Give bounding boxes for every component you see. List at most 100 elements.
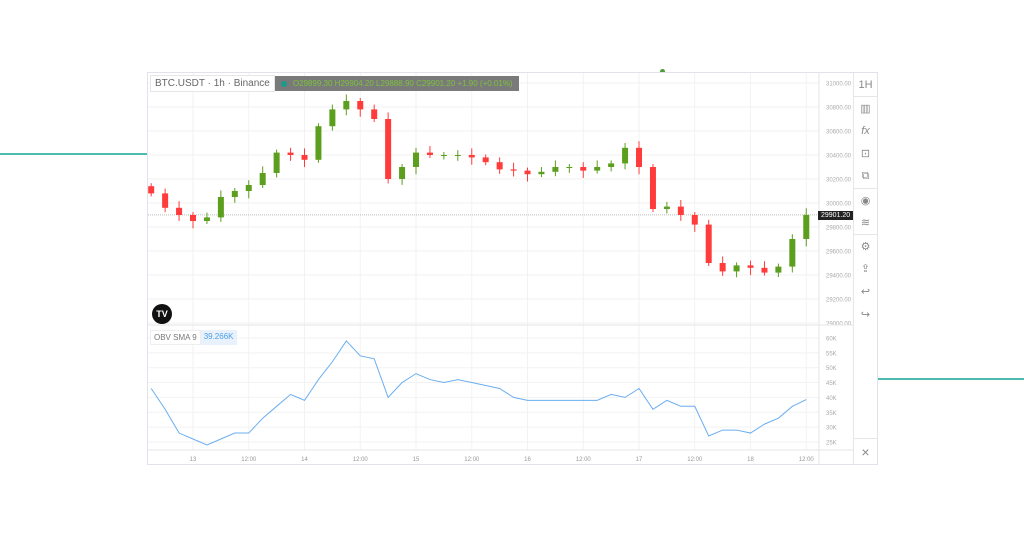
candle-up [594,167,601,171]
candle-down [496,162,503,170]
chart-canvas[interactable]: 31000.00 30800.00 30600.00 30400.00 30200.00… [148,73,853,464]
candle-up [622,147,629,164]
share-icon[interactable]: ⇪ [860,263,871,275]
obv-tick-label: 40K [826,396,837,402]
candle-down [482,157,489,163]
tradingview-chart[interactable]: 31000.00 30800.00 30600.00 30400.00 30200.00… [147,72,878,465]
compare-icon[interactable]: ⧉ [861,170,870,182]
candle-up [663,206,670,209]
price-tick-label: 30200.00 [826,178,852,184]
candle-down [510,169,517,171]
candle-up [789,239,796,267]
time-tick-label: 18 [747,457,754,463]
time-tick-label: 12:00 [576,457,592,463]
decorative-line-left [0,153,147,155]
obv-tick-label: 50K [826,366,837,372]
symbol-label[interactable]: BTC.USDT · 1h · Binance [150,75,275,92]
time-tick-label: 12:00 [687,457,703,463]
candle-up [608,163,615,167]
interval-button[interactable]: 1H [858,78,873,91]
price-tick-label: 30600.00 [826,130,852,136]
decorative-dot [660,69,665,74]
eye-icon[interactable]: ◉ [853,188,878,211]
time-tick-label: 12:00 [464,457,480,463]
candle-up [315,126,322,160]
candle-down [705,224,712,263]
candle-down [176,207,183,215]
candle-up [775,266,782,273]
candle-up [440,155,447,156]
candle-down [636,147,643,167]
undo-icon[interactable]: ↩ [860,286,871,298]
indicator-legend[interactable]: OBV SMA 9 39.266K [150,330,237,345]
candle-up [538,171,545,175]
time-tick-label: 14 [301,457,308,463]
price-tick-label: 31000.00 [826,82,852,88]
candle-up [566,167,573,168]
candle-down [301,155,308,160]
time-tick-label: 15 [413,457,420,463]
layers-icon[interactable]: ≋ [860,217,871,229]
redo-icon[interactable]: ↪ [860,309,871,321]
obv-tick-label: 45K [826,381,837,387]
candle-down [468,155,475,158]
decorative-line-right [878,378,1024,380]
obv-tick-label: 25K [826,440,837,446]
gear-icon[interactable]: ⚙ [853,234,878,257]
obv-tick-label: 55K [826,351,837,357]
time-tick-label: 12:00 [353,457,369,463]
candle-down [649,167,656,209]
candle-up [803,214,810,239]
candle-up [733,265,740,272]
candle-up [231,191,238,197]
ohlc-readout: O29899.30 H29904.20 L29888.90 C29901.20 … [274,76,519,91]
price-tick-label: 30400.00 [826,154,852,160]
candle-up [217,197,224,218]
candle-up [273,152,280,173]
candle-up [259,173,266,185]
candle-up [343,101,350,110]
candle-down [385,119,392,179]
price-tick-label: 29800.00 [826,226,852,232]
price-tick-label: 29200.00 [826,298,852,304]
time-tick-label: 13 [190,457,197,463]
candle-down [719,263,726,272]
time-tick-label: 12:00 [799,457,815,463]
time-tick-label: 16 [524,457,531,463]
last-price-tag: 29901.20 [818,211,854,220]
candle-down [691,215,698,225]
obv-tick-label: 60K [826,337,837,343]
candle-down [524,170,531,175]
close-icon[interactable]: × [853,438,878,464]
candle-up [399,167,406,179]
price-tick-label: 30800.00 [826,106,852,112]
candle-down [747,265,754,268]
candle-up [552,167,559,172]
fx-icon[interactable]: fx [861,124,870,137]
candle-up [203,217,210,221]
tradingview-logo[interactable]: TV [152,304,172,324]
candle-up [413,152,420,167]
obv-sma-line [150,340,807,446]
candle-up [245,185,252,191]
right-toolbar: 1H ▥ fx ⊡ ⧉ ◉ ≋ ⚙ ⇪ ↩ ↪ × [853,73,878,464]
price-tick-label: 29400.00 [826,274,852,280]
candle-down [357,101,364,110]
time-tick-label: 17 [636,457,643,463]
candle-up [454,155,461,156]
ohlc-values: O29899.30 H29904.20 L29888.90 C29901.20 … [292,79,513,88]
candle-down [371,109,378,119]
candle-down [287,152,294,155]
candle-down [677,206,684,215]
candle-up [329,109,336,127]
candle-down [190,215,196,221]
obv-tick-label: 35K [826,411,837,417]
symbol-legend: BTC.USDT · 1h · Binance O29899.30 H29904… [150,75,519,92]
candle-down [761,267,768,273]
candles-icon[interactable]: ▥ [853,96,878,119]
indicator-value: 39.266K [200,330,237,345]
fullscreen-icon[interactable]: ⊡ [860,148,871,160]
status-dot-icon [280,80,287,87]
candle-down [580,167,587,171]
candle-down [148,186,155,194]
